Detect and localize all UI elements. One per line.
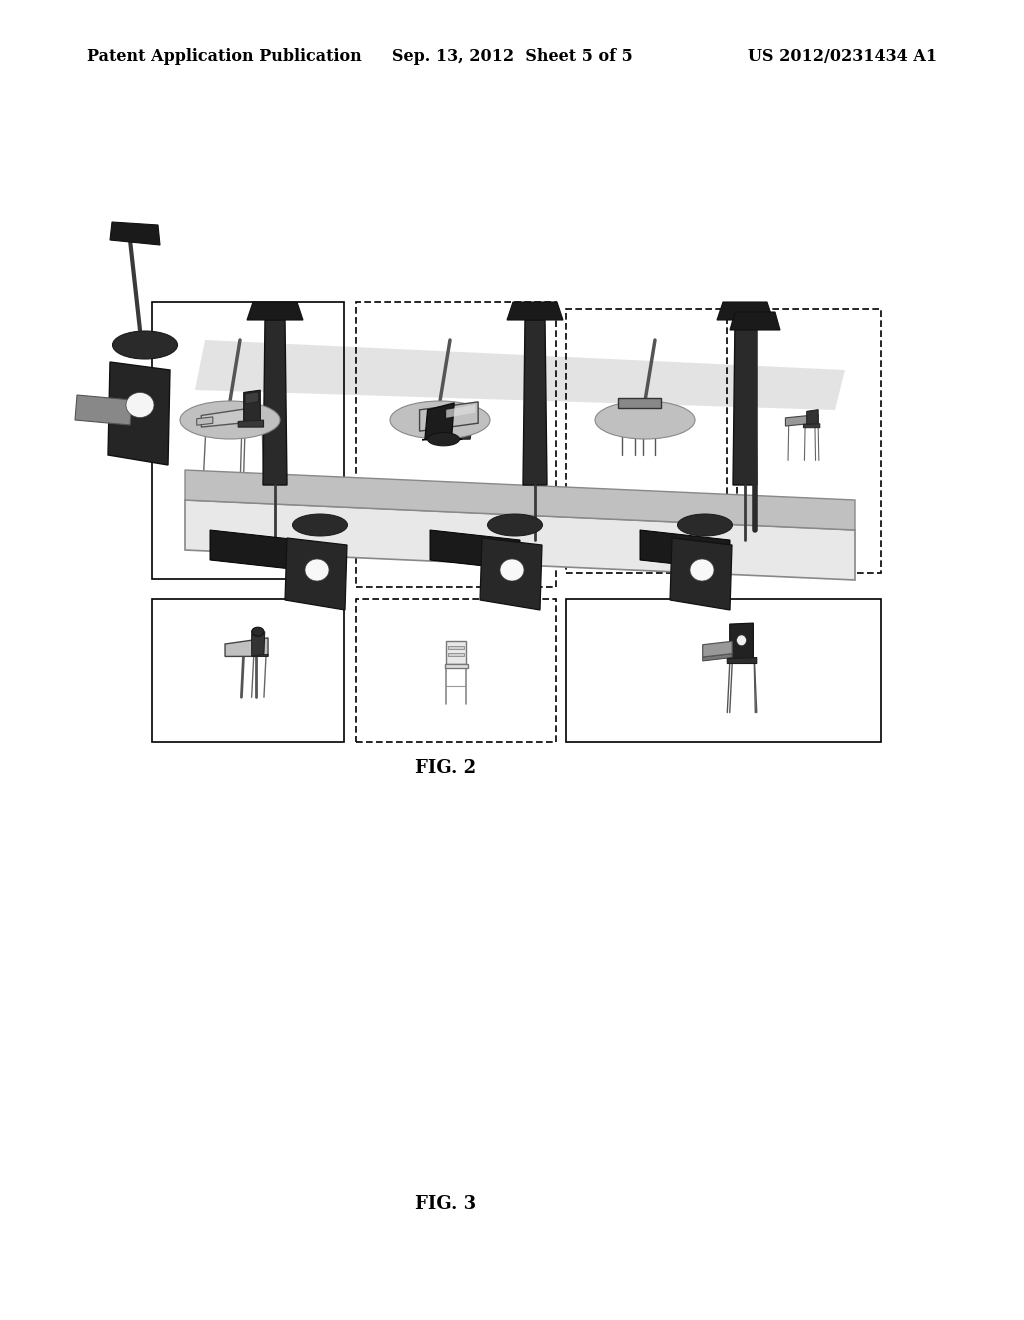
Polygon shape	[197, 417, 213, 425]
Polygon shape	[670, 539, 732, 610]
Polygon shape	[807, 409, 818, 426]
Ellipse shape	[500, 558, 524, 581]
Polygon shape	[210, 531, 300, 570]
Bar	[356, 599, 556, 742]
Ellipse shape	[252, 627, 264, 636]
Polygon shape	[202, 409, 248, 428]
Polygon shape	[438, 424, 473, 440]
Bar	[737, 309, 881, 573]
Polygon shape	[444, 664, 468, 668]
Ellipse shape	[736, 635, 746, 645]
Ellipse shape	[678, 513, 732, 536]
Text: US 2012/0231434 A1: US 2012/0231434 A1	[748, 49, 937, 65]
Polygon shape	[507, 302, 563, 319]
Polygon shape	[425, 403, 455, 440]
Ellipse shape	[595, 401, 695, 440]
Polygon shape	[252, 632, 265, 656]
Polygon shape	[702, 642, 732, 657]
Polygon shape	[110, 222, 160, 246]
Polygon shape	[640, 531, 730, 570]
Polygon shape	[480, 539, 542, 610]
Polygon shape	[285, 539, 347, 610]
Polygon shape	[727, 657, 757, 664]
Ellipse shape	[428, 433, 460, 446]
Text: Sep. 13, 2012  Sheet 5 of 5: Sep. 13, 2012 Sheet 5 of 5	[391, 49, 633, 65]
Polygon shape	[185, 470, 855, 531]
Polygon shape	[733, 319, 757, 484]
Polygon shape	[252, 655, 268, 656]
Polygon shape	[225, 638, 268, 656]
Bar	[152, 599, 344, 742]
Polygon shape	[263, 319, 287, 484]
Polygon shape	[420, 401, 478, 432]
Ellipse shape	[113, 331, 177, 359]
Bar	[566, 309, 727, 573]
Polygon shape	[449, 653, 464, 656]
Polygon shape	[730, 312, 780, 330]
Polygon shape	[195, 341, 845, 411]
Polygon shape	[623, 408, 657, 414]
Polygon shape	[804, 424, 820, 428]
Polygon shape	[618, 399, 662, 408]
Polygon shape	[785, 414, 818, 426]
Polygon shape	[247, 302, 303, 319]
Polygon shape	[449, 645, 464, 648]
Polygon shape	[730, 623, 754, 660]
Text: FIG. 2: FIG. 2	[415, 759, 476, 777]
Polygon shape	[245, 392, 258, 404]
Polygon shape	[108, 362, 170, 465]
Polygon shape	[244, 391, 260, 425]
Bar	[356, 302, 556, 587]
Polygon shape	[717, 302, 773, 319]
Text: FIG. 3: FIG. 3	[415, 1195, 476, 1213]
Ellipse shape	[487, 513, 543, 536]
Ellipse shape	[293, 513, 347, 536]
Bar	[566, 599, 881, 742]
Polygon shape	[446, 640, 466, 664]
Ellipse shape	[390, 401, 490, 440]
Ellipse shape	[126, 392, 154, 417]
Polygon shape	[75, 395, 132, 425]
Polygon shape	[702, 653, 732, 661]
Bar	[152, 302, 344, 579]
Polygon shape	[523, 319, 547, 484]
Polygon shape	[185, 500, 855, 579]
Polygon shape	[239, 420, 263, 428]
Ellipse shape	[690, 558, 714, 581]
Polygon shape	[430, 531, 520, 570]
Text: Patent Application Publication: Patent Application Publication	[87, 49, 361, 65]
Polygon shape	[446, 404, 475, 418]
Ellipse shape	[305, 558, 329, 581]
Ellipse shape	[180, 401, 280, 440]
